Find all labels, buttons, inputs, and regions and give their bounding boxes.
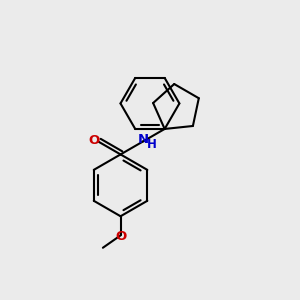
Text: H: H (147, 139, 157, 152)
Text: N: N (137, 133, 148, 146)
Text: O: O (89, 134, 100, 147)
Text: O: O (115, 230, 126, 243)
